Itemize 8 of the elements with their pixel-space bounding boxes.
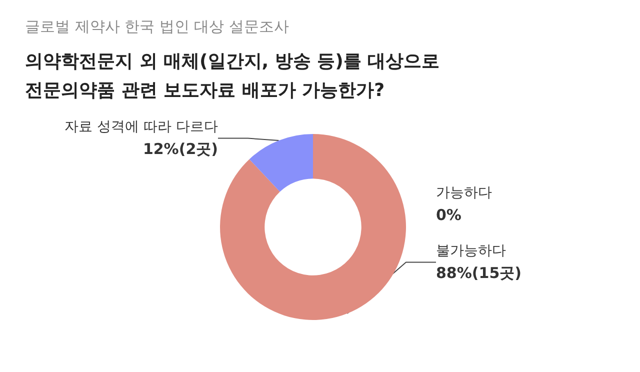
text: 0% (436, 206, 462, 224)
chart-subtitle: 글로벌 제약사 한국 법인 대상 설문조사 (25, 18, 289, 36)
category-label: 가능하다 (436, 185, 492, 201)
slice-label: 불가능하다 (436, 243, 506, 259)
chart-title: 의약학전문지 외 매체(일간지, 방송 등)를 대상으로 전문의약품 관련 보도자료 배포가 가능한가? (25, 51, 440, 101)
data-label: 12%(2곳) (142, 140, 218, 158)
data-label: 88%(15곳) (436, 264, 522, 282)
slice-label: 자료 성격에 따라 다르다 (64, 119, 218, 135)
